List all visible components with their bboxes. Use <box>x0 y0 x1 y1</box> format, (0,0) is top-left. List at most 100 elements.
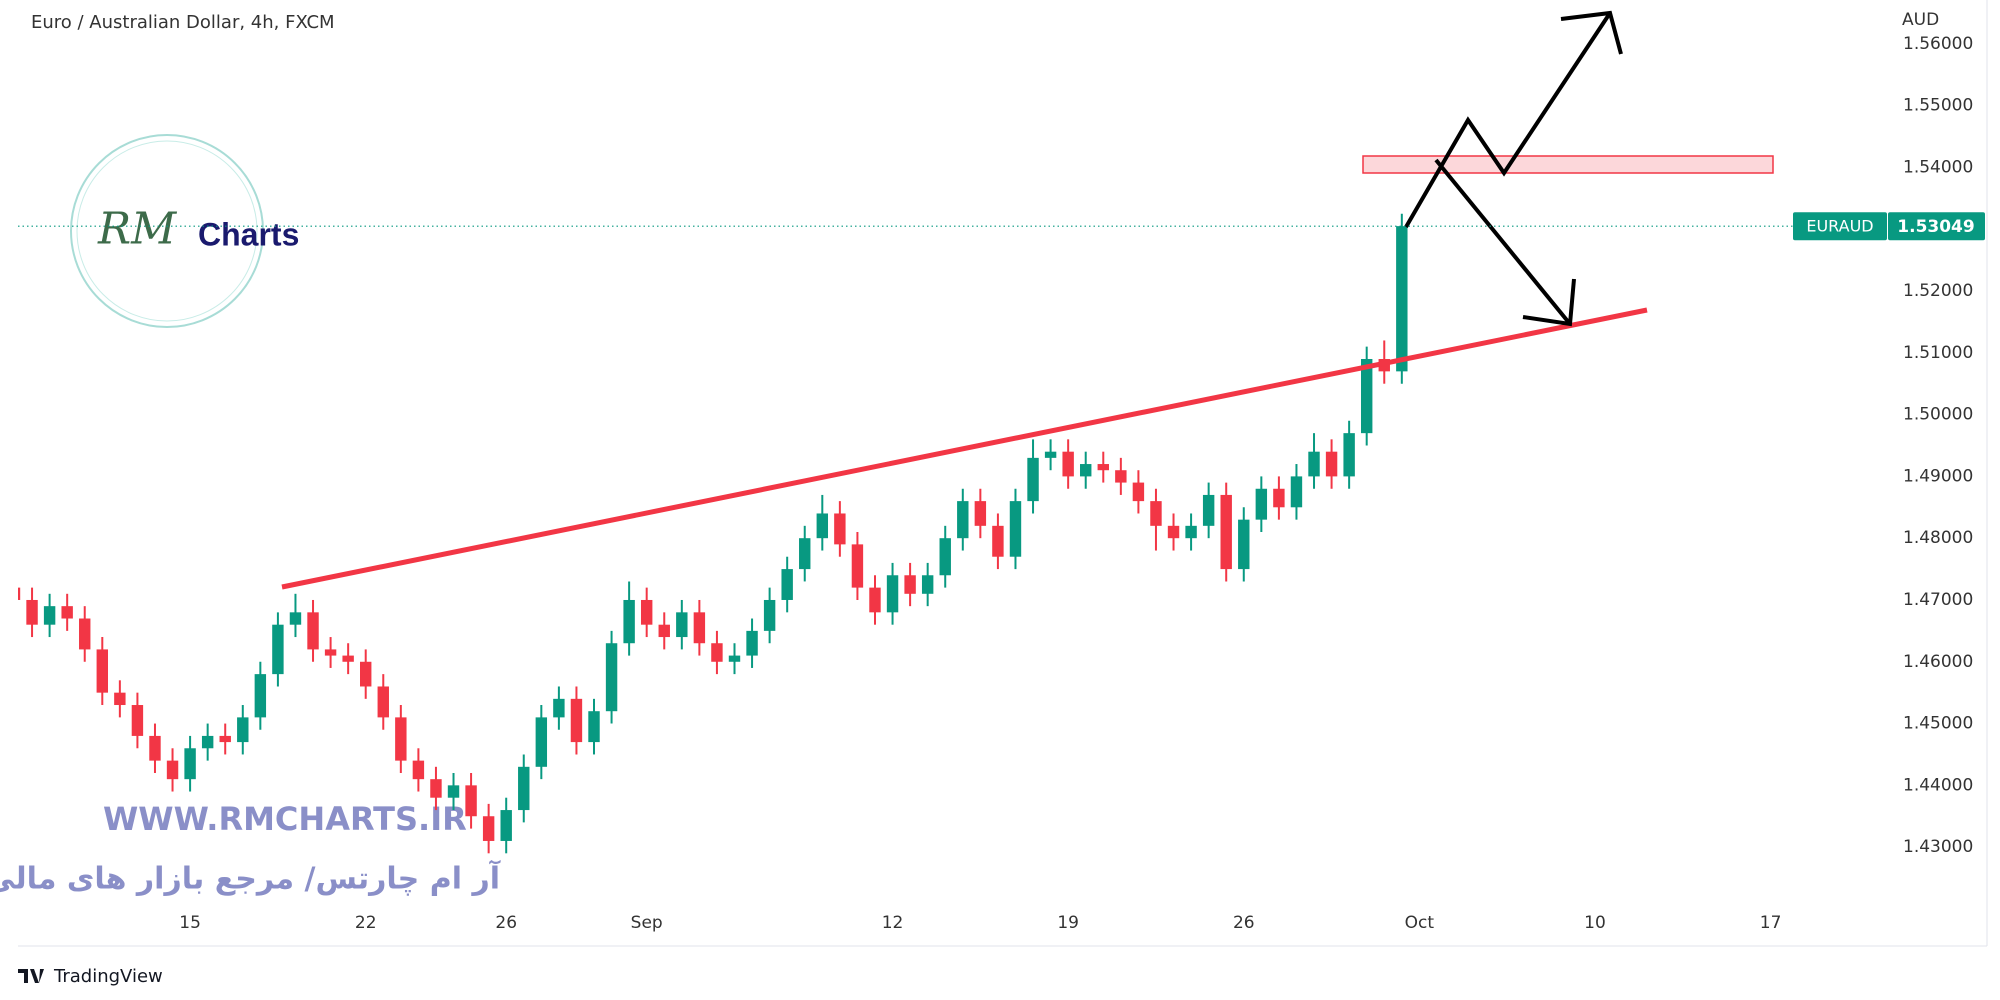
candle-body <box>518 766 530 811</box>
candle-body <box>640 599 653 625</box>
candle-body <box>237 717 249 743</box>
scenario-down <box>1434 158 1572 326</box>
x-tick-label: Sep <box>631 913 663 933</box>
candle-body <box>834 513 846 545</box>
candle-body <box>1273 488 1285 508</box>
candle-body <box>1167 525 1180 539</box>
candle-body <box>886 575 899 613</box>
watermark-tagline: آر ام چارتس/ مرجع بازار های مالی <box>0 860 501 897</box>
candle-body <box>1220 494 1232 570</box>
candle-body <box>605 643 618 712</box>
candle-body <box>1044 451 1057 458</box>
candle-body <box>939 538 951 576</box>
candle-body <box>1308 451 1320 477</box>
candle-body <box>114 692 126 706</box>
candle-body <box>219 735 231 743</box>
y-tick-label: 1.55000 <box>1903 96 1973 116</box>
y-tick-label: 1.44000 <box>1903 775 1973 795</box>
trend-line <box>281 307 1648 590</box>
candle-body <box>18 587 21 600</box>
candle-body <box>1325 451 1338 477</box>
candle-body <box>781 569 793 600</box>
x-tick-label: 26 <box>495 913 517 933</box>
candle-body <box>974 501 987 526</box>
y-tick-label: 1.56000 <box>1903 34 1973 54</box>
x-tick-label: 17 <box>1760 913 1782 933</box>
candle-body <box>149 735 161 761</box>
chart-title: Euro / Australian Dollar, 4h, FXCM <box>31 12 335 33</box>
candle-body <box>1009 501 1022 557</box>
candle-body <box>447 785 460 798</box>
candle-body <box>728 655 741 662</box>
candle-body <box>535 717 548 767</box>
y-tick-label: 1.51000 <box>1903 343 1973 363</box>
candles <box>18 213 1408 854</box>
candle-body <box>816 513 829 539</box>
scenario-up <box>1404 11 1612 229</box>
candle-body <box>763 599 776 631</box>
candle-body <box>500 810 512 841</box>
candle-body <box>1097 464 1109 471</box>
x-tick-label: 15 <box>179 913 201 933</box>
footer-brand: TradingView <box>53 966 163 987</box>
candle-body <box>360 661 372 687</box>
y-tick-label: 1.46000 <box>1903 652 1973 672</box>
arrow-head <box>1522 278 1576 327</box>
candle-body <box>1150 501 1162 526</box>
candle-body <box>1255 488 1268 520</box>
candle-body <box>1080 464 1092 477</box>
candle-body <box>1132 482 1145 502</box>
annotations <box>281 10 1774 590</box>
candle-body <box>658 624 670 638</box>
candle-body <box>412 760 425 780</box>
price-tag <box>1888 212 1985 241</box>
x-tick-label: 10 <box>1584 913 1606 933</box>
candle-body <box>342 655 354 662</box>
candle-body <box>184 748 196 780</box>
candle-body <box>1062 451 1074 477</box>
logo-ring <box>76 140 258 322</box>
logo-ring <box>70 134 264 328</box>
candle-body <box>1396 226 1408 372</box>
candle-body <box>43 606 56 625</box>
candle-body <box>324 649 337 656</box>
candle-body <box>307 612 319 650</box>
candle-body <box>799 538 811 570</box>
candle-body <box>482 816 495 841</box>
y-tick-label: 1.48000 <box>1903 528 1973 548</box>
candle-body <box>957 501 969 539</box>
symbol-tag <box>1793 212 1887 241</box>
x-tick-label: 12 <box>882 913 904 933</box>
candle-body <box>992 525 1004 557</box>
candle-body <box>1185 525 1197 539</box>
candle-body <box>904 575 916 594</box>
symbol-label: EURAUD <box>1806 217 1873 236</box>
tradingview-icon <box>18 969 44 983</box>
y-tick-label: 1.50000 <box>1903 405 1973 425</box>
candle-body <box>676 612 688 638</box>
candle-body <box>711 643 723 662</box>
candle-body <box>272 624 284 675</box>
logo-text: Charts <box>198 216 299 252</box>
candle-body <box>1027 457 1039 502</box>
y-tick-label: 1.54000 <box>1903 157 1973 177</box>
candle-body <box>1238 519 1250 570</box>
currency-label: AUD <box>1902 10 1939 30</box>
candle-body <box>869 587 881 613</box>
candle-body <box>254 674 267 718</box>
candle-body <box>553 698 565 718</box>
candle-body <box>289 612 302 625</box>
candle-body <box>201 735 214 749</box>
candle-body <box>570 698 583 743</box>
candle-body <box>395 717 407 761</box>
candle-body <box>430 779 442 798</box>
candle-body <box>131 705 144 736</box>
candle-body <box>693 612 706 644</box>
x-tick-label: 26 <box>1233 913 1255 933</box>
candle-body <box>921 575 934 594</box>
arrow-head <box>1560 10 1623 55</box>
y-tick-label: 1.43000 <box>1903 837 1973 857</box>
y-tick-label: 1.52000 <box>1903 281 1973 301</box>
candle-body <box>1360 358 1373 434</box>
